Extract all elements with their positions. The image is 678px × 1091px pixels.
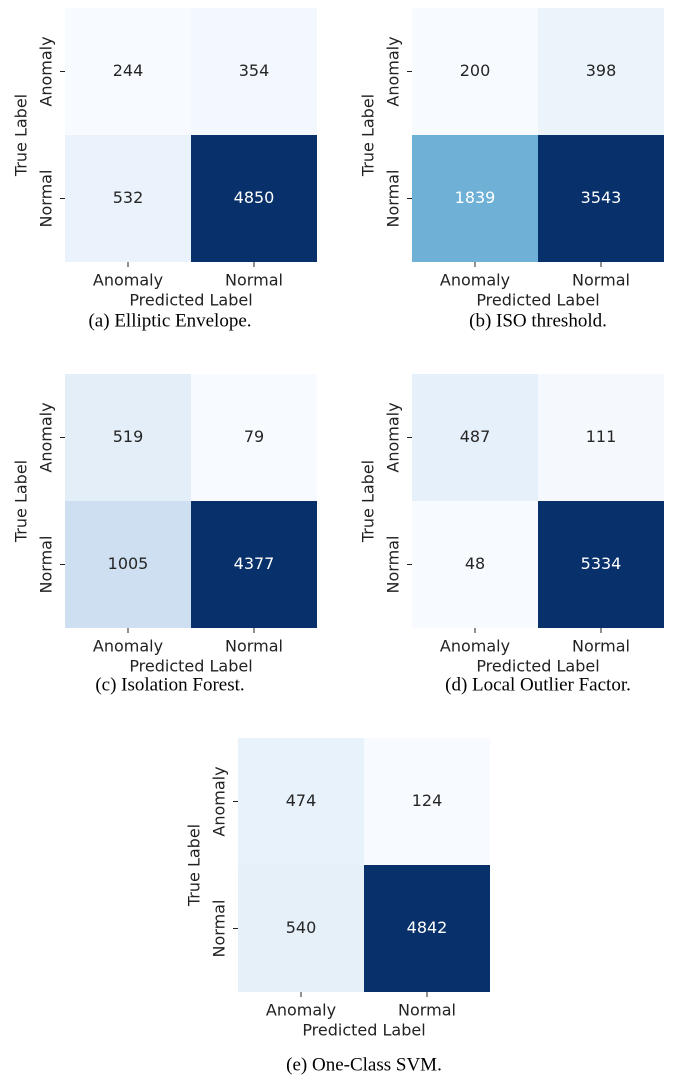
heatmap-cell [191, 8, 317, 135]
cell-label: 111 [586, 427, 617, 446]
y-tick-label: Anomaly [37, 36, 56, 106]
cell-label: 124 [412, 791, 443, 810]
x-axis-label: Predicted Label [129, 291, 252, 310]
cell-label: 487 [460, 427, 491, 446]
y-tick-label: Anomaly [37, 402, 56, 472]
x-tick-label: Anomaly [266, 1001, 336, 1020]
cell-label: 354 [239, 61, 270, 80]
x-tick-label: Normal [225, 637, 283, 656]
cell-label: 3543 [581, 188, 622, 207]
heatmap-cell [238, 865, 364, 992]
heatmap-cell [65, 8, 191, 135]
heatmap-cell [538, 374, 664, 501]
x-tick-label: Anomaly [440, 271, 510, 290]
y-axis-label: True Label [359, 460, 378, 543]
cell-label: 1005 [108, 554, 149, 573]
heatmap-cell [191, 501, 317, 628]
heatmap-cell [191, 374, 317, 501]
x-tick-label: Anomaly [440, 637, 510, 656]
heatmap-cell [538, 135, 664, 262]
y-tick-label: Normal [37, 170, 56, 228]
heatmap-cell [364, 865, 490, 992]
y-tick-label: Normal [384, 536, 403, 594]
x-tick-label: Anomaly [93, 637, 163, 656]
heatmap-cell [412, 374, 538, 501]
cell-label: 4842 [407, 918, 448, 937]
y-axis-label: True Label [359, 94, 378, 177]
caption: (b) ISO threshold. [469, 310, 607, 331]
cell-label: 5334 [581, 554, 622, 573]
y-tick-label: Normal [210, 900, 229, 958]
heatmap-cell [538, 8, 664, 135]
heatmap-cell [538, 501, 664, 628]
heatmap-cell [412, 135, 538, 262]
x-axis-label: Predicted Label [302, 1021, 425, 1040]
heatmap-cell [65, 501, 191, 628]
cell-label: 79 [244, 427, 264, 446]
caption: (d) Local Outlier Factor. [445, 674, 631, 695]
cell-label: 200 [460, 61, 491, 80]
cell-label: 244 [113, 61, 144, 80]
y-tick-label: Anomaly [384, 36, 403, 106]
heatmap-cell [65, 135, 191, 262]
y-axis-label: True Label [185, 824, 204, 907]
heatmap-cell [364, 738, 490, 865]
cell-label: 532 [113, 188, 144, 207]
caption: (c) Isolation Forest. [95, 674, 244, 695]
heatmap-cell [191, 135, 317, 262]
y-axis-label: True Label [12, 460, 31, 543]
x-axis-label: Predicted Label [476, 291, 599, 310]
cell-label: 540 [286, 918, 317, 937]
y-tick-label: Normal [384, 170, 403, 228]
x-axis-label: Predicted Label [476, 657, 599, 676]
cell-label: 1839 [455, 188, 496, 207]
y-tick-label: Anomaly [384, 402, 403, 472]
caption: (e) One-Class SVM. [286, 1054, 442, 1075]
cell-label: 519 [113, 427, 144, 446]
heatmap-cell [412, 8, 538, 135]
y-tick-label: Anomaly [210, 766, 229, 836]
heatmap-cell [412, 501, 538, 628]
x-tick-label: Normal [572, 637, 630, 656]
x-tick-label: Anomaly [93, 271, 163, 290]
x-tick-label: Normal [572, 271, 630, 290]
y-tick-label: Normal [37, 536, 56, 594]
cell-label: 48 [465, 554, 485, 573]
y-axis-label: True Label [12, 94, 31, 177]
cell-label: 4377 [234, 554, 275, 573]
x-axis-label: Predicted Label [129, 657, 252, 676]
caption: (a) Elliptic Envelope. [88, 310, 251, 331]
cell-label: 474 [286, 791, 317, 810]
heatmap-cell [238, 738, 364, 865]
x-tick-label: Normal [398, 1001, 456, 1020]
x-tick-label: Normal [225, 271, 283, 290]
cell-label: 398 [586, 61, 617, 80]
cell-label: 4850 [234, 188, 275, 207]
heatmap-cell [65, 374, 191, 501]
